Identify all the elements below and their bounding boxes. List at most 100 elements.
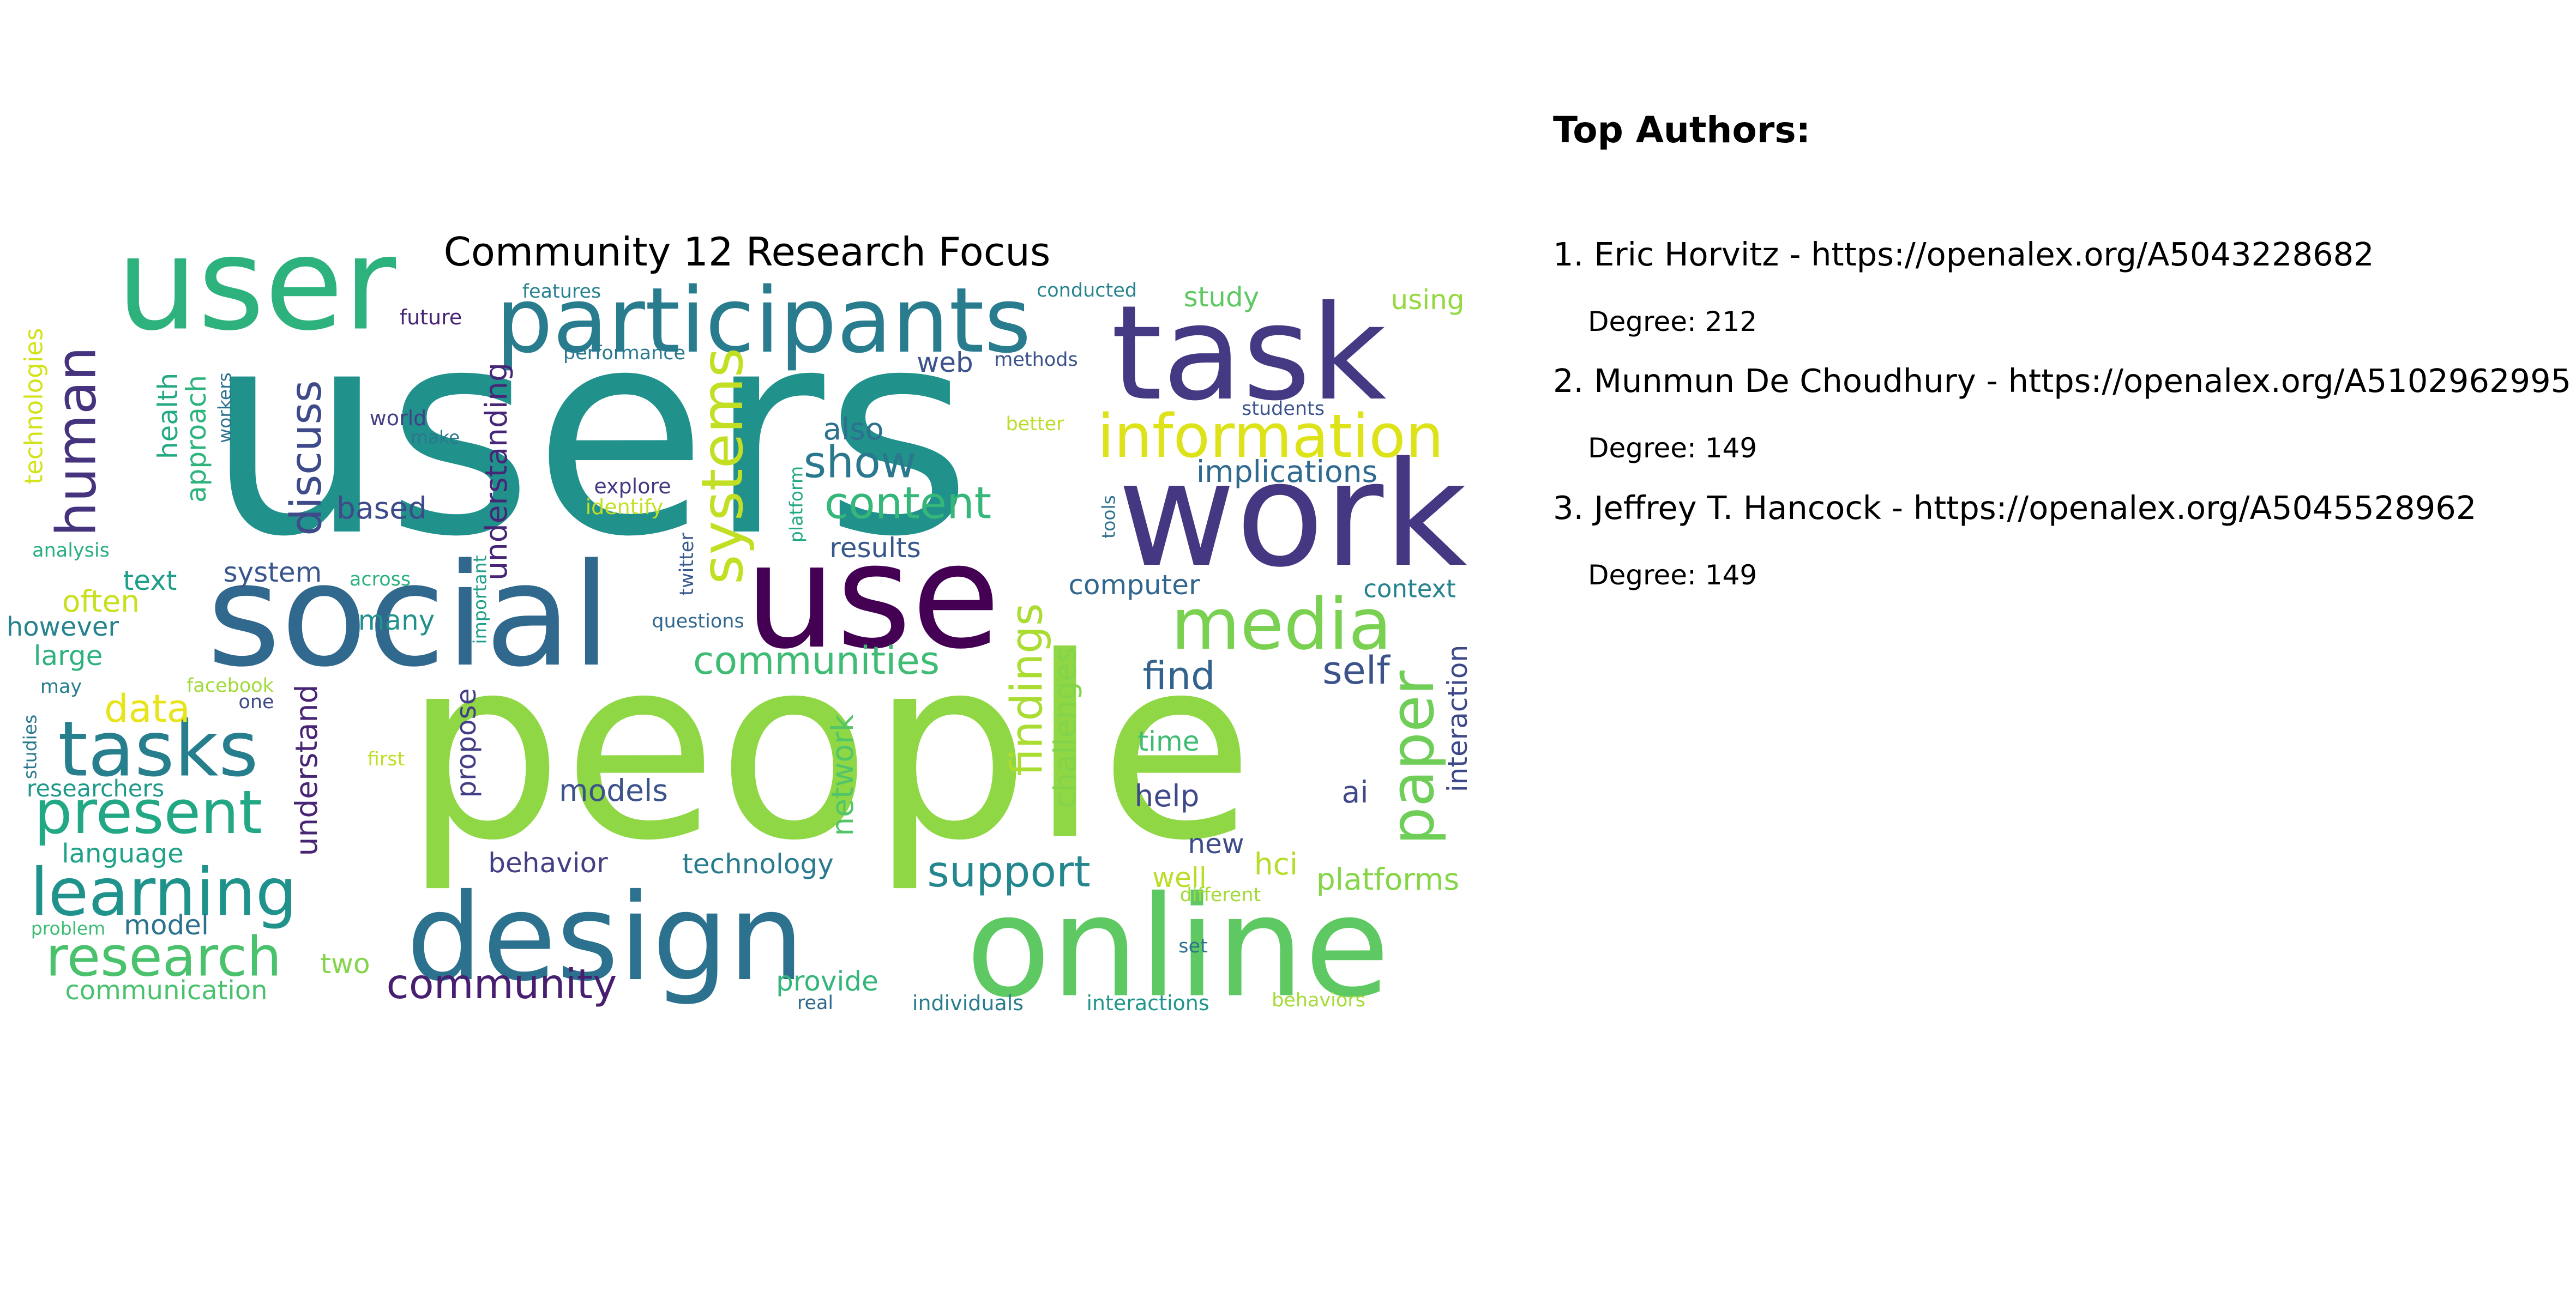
cloud-word-context: context [1363,575,1456,603]
chart-title: Community 12 Research Focus [443,229,1051,275]
degree-label: Degree: [1588,432,1696,464]
cloud-word-explore: explore [594,474,671,498]
cloud-word-students: students [1242,398,1325,420]
cloud-word-people: people [404,604,1254,896]
cloud-word-tasks: tasks [58,705,258,794]
cloud-word-identify: identify [586,495,664,519]
cloud-word-content: content [824,478,991,529]
cloud-word-challenges: challenges [1048,647,1082,808]
cloud-word-conducted: conducted [1037,280,1137,301]
cloud-word-real: real [797,992,833,1014]
cloud-word-performance: performance [563,342,685,364]
cloud-word-use: use [744,513,1000,681]
cloud-word-network: network [825,714,860,836]
author-entry-2: 2. Munmun De Choudhury - https://openale… [1553,362,2572,400]
cloud-word-support: support [927,848,1090,897]
author-degree-1: Degree: 212 [1588,306,1757,337]
degree-label: Degree: [1588,559,1696,591]
degree-label: Degree: [1588,306,1696,337]
cloud-word-research: research [46,925,282,989]
cloud-word-questions: questions [652,611,744,632]
cloud-word-behaviors: behaviors [1272,989,1365,1011]
cloud-word-system: system [224,557,322,588]
cloud-word-findings: findings [1002,603,1052,776]
cloud-word-also: also [823,412,883,446]
cloud-word-world: world [370,406,427,430]
cloud-word-find: find [1143,654,1215,698]
author-degree-3: Degree: 149 [1588,559,1757,591]
author-name: Munmun De Choudhury [1594,362,1976,400]
cloud-word-large: large [34,640,103,672]
top-authors-heading: Top Authors: [1553,109,1810,151]
cloud-word-information: information [1098,401,1444,471]
cloud-word-present: present [34,777,262,847]
cloud-word-self: self [1322,648,1391,693]
cloud-word-tools: tools [1098,495,1120,539]
author-rank: 1. [1553,236,1584,273]
cloud-word-data: data [104,686,190,731]
author-entry-3: 3. Jeffrey T. Hancock - https://openalex… [1553,489,2477,527]
cloud-word-often: often [62,584,140,619]
cloud-word-platform: platform [786,466,807,542]
cloud-word-individuals: individuals [912,991,1024,1015]
cloud-word-based: based [336,491,427,526]
cloud-word-study: study [1184,281,1260,313]
author-name: Jeffrey T. Hancock [1594,489,1881,527]
cloud-word-approach: approach [180,375,212,503]
cloud-word-across: across [350,569,411,590]
cloud-word-propose: propose [450,689,482,798]
cloud-word-users: users [206,268,972,599]
author-entry-1: 1. Eric Horvitz - https://openalex.org/A… [1553,236,2374,273]
degree-value: 149 [1705,432,1758,464]
cloud-word-two: two [320,948,370,980]
cloud-word-may: may [40,676,82,698]
cloud-word-communication: communication [65,975,267,1006]
cloud-word-models: models [559,773,668,808]
cloud-word-web: web [917,347,973,378]
cloud-word-text: text [123,565,177,596]
cloud-word-community: community [387,960,617,1008]
cloud-word-studies: studies [20,715,41,780]
cloud-word-twitter: twitter [676,533,698,596]
cloud-word-ai: ai [1342,775,1369,810]
cloud-word-results: results [829,532,921,564]
cloud-word-interactions: interactions [1086,991,1209,1015]
author-rank: 2. [1553,362,1584,400]
degree-value: 149 [1705,559,1758,591]
author-url: https://openalex.org/A5043228682 [1811,236,2374,273]
cloud-word-systems: systems [689,348,756,584]
cloud-word-using: using [1391,284,1464,316]
cloud-word-features: features [522,281,601,303]
degree-value: 212 [1705,306,1758,337]
cloud-word-interaction: interaction [1442,645,1473,792]
cloud-word-help: help [1135,778,1200,813]
cloud-word-implications: implications [1196,454,1377,489]
cloud-word-design: design [406,868,804,1007]
cloud-word-model: model [124,909,209,941]
cloud-word-user: user [117,210,396,359]
cloud-word-platforms: platforms [1316,862,1459,897]
cloud-word-time: time [1138,726,1200,757]
cloud-word-show: show [804,437,917,488]
cloud-word-health: health [152,373,184,459]
cloud-word-media: media [1171,583,1392,666]
cloud-word-work: work [1117,431,1467,599]
cloud-word-workers: workers [214,372,236,443]
cloud-word-language: language [62,838,183,869]
cloud-word-technology: technology [682,848,834,880]
cloud-word-better: better [1006,413,1064,435]
author-name: Eric Horvitz [1594,236,1779,273]
cloud-word-first: first [368,748,405,770]
cloud-word-make: make [411,427,460,448]
cloud-word-different: different [1180,884,1261,906]
cloud-word-well: well [1152,862,1206,893]
cloud-word-behavior: behavior [488,847,608,879]
cloud-word-important: important [470,555,491,644]
cloud-word-understanding: understanding [479,363,514,581]
cloud-word-technologies: technologies [20,328,49,485]
cloud-word-social: social [207,534,611,698]
cloud-word-set: set [1178,935,1208,957]
cloud-word-new: new [1188,828,1244,860]
